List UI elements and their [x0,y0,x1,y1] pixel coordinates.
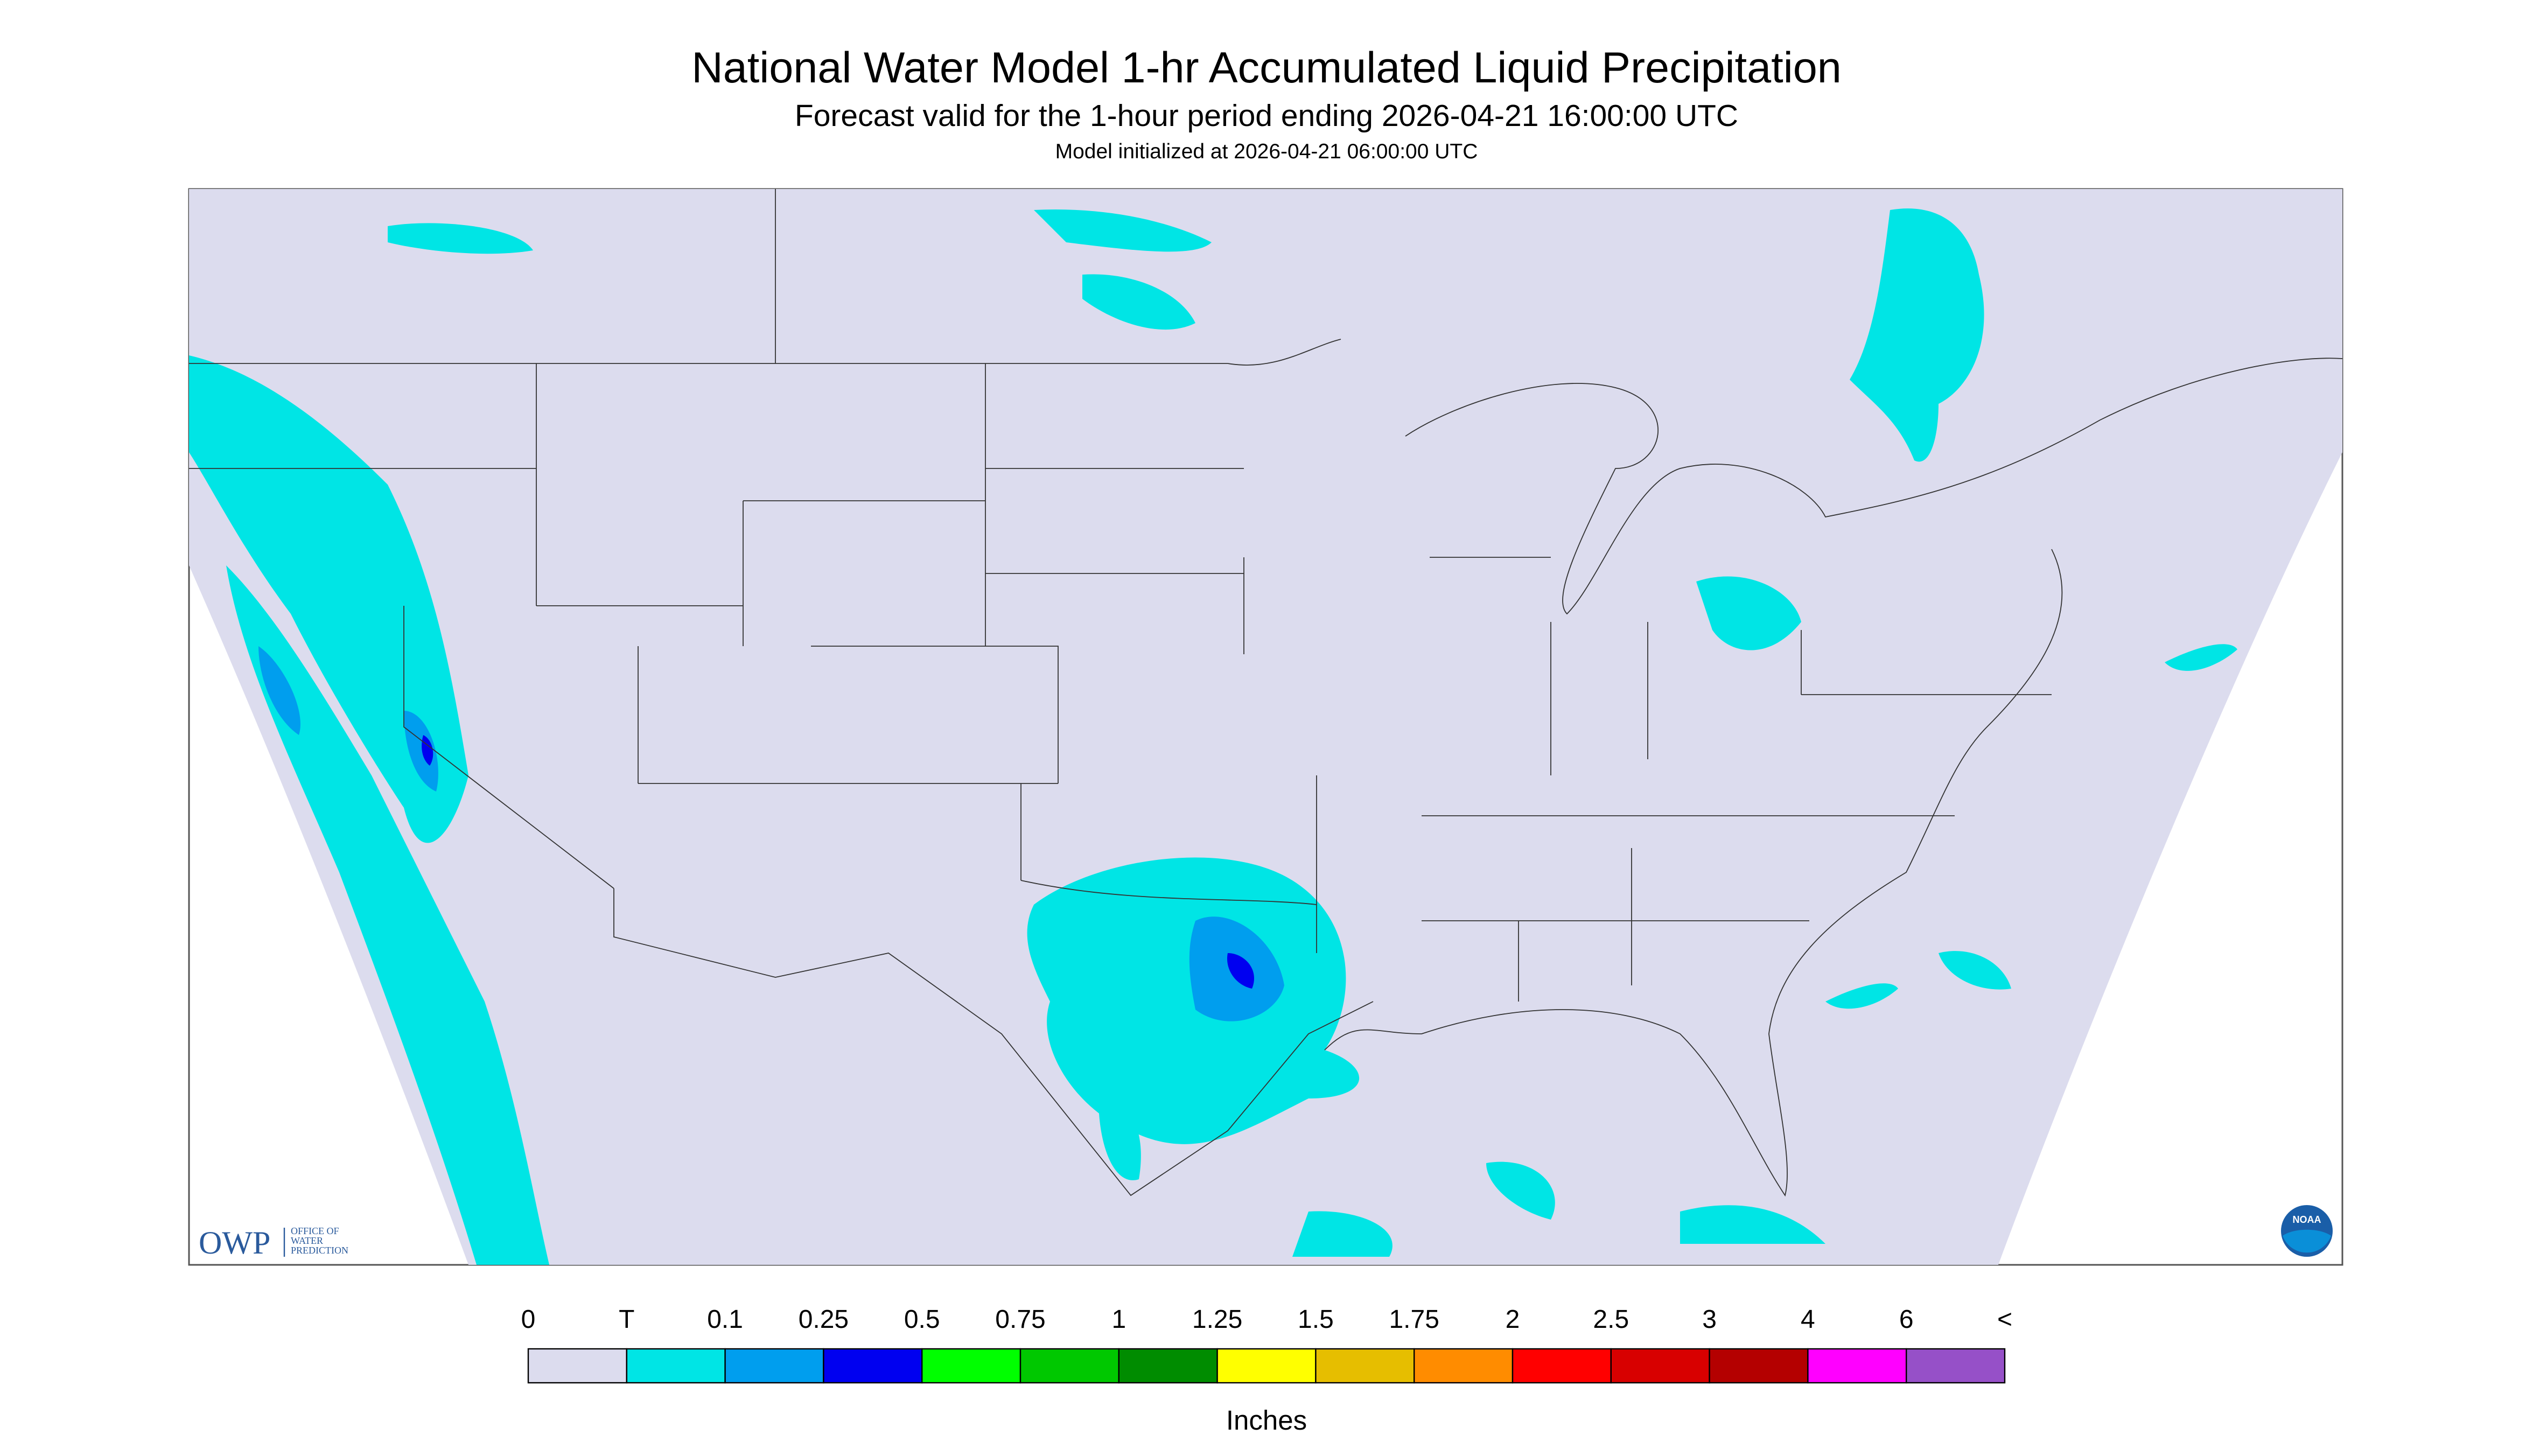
legend-label: 0 [521,1305,536,1334]
legend-swatch [1905,1348,2006,1384]
noaa-badge: NOAA [2293,1214,2321,1225]
precip-light [189,208,2237,1265]
legend-label: 0.75 [995,1305,1045,1334]
legend-swatch [1610,1348,1710,1384]
legend-unit: Inches [1226,1405,1307,1436]
legend-label: 4 [1801,1305,1815,1334]
legend-label: 1.5 [1298,1305,1334,1334]
logo-name: PREDICTION [291,1245,348,1256]
legend-label: 2 [1506,1305,1520,1334]
legend-swatch [1414,1348,1514,1384]
legend-label: 3 [1702,1305,1717,1334]
legend-label: 0.1 [707,1305,743,1334]
logo-name: WATER [291,1235,323,1246]
owp-logo: OWP OFFICE OF WATER PREDICTION [199,1225,348,1261]
subtitle: Forecast valid for the 1-hour period end… [795,99,1738,133]
boundaries [189,189,2343,1197]
legend-label: 0.5 [904,1305,940,1334]
legend-swatch [1118,1348,1218,1384]
legend-label: 1.75 [1389,1305,1439,1334]
legend: 0 T 0.1 0.25 0.5 0.75 1 1.25 1.5 1.75 2 2.5 3 4 6 < [521,1305,2012,1384]
legend-swatch [823,1348,923,1384]
legend-swatch [921,1348,1021,1384]
init-note: Model initialized at 2026-04-21 06:00:00… [1055,140,1478,163]
legend-label: 1 [1111,1305,1126,1334]
legend-swatch [1216,1348,1317,1384]
legend-swatch [1709,1348,1809,1384]
legend-label: < [1997,1305,2012,1334]
title: National Water Model 1-hr Accumulated Li… [691,44,1842,92]
model-domain [189,189,2342,1265]
noaa-logo: NOAA [2281,1205,2333,1257]
legend-label: T [619,1305,634,1334]
logo-name: OFFICE OF [291,1226,339,1236]
legend-swatch [1315,1348,1415,1384]
legend-swatch [724,1348,824,1384]
legend-label: 2.5 [1593,1305,1629,1334]
legend-swatch [527,1348,628,1384]
legend-label: 0.25 [799,1305,849,1334]
legend-swatch [1019,1348,1120,1384]
legend-label: 6 [1899,1305,1914,1334]
legend-swatch [1512,1348,1612,1384]
logo-acronym: OWP [199,1225,270,1261]
legend-swatch [1807,1348,1907,1384]
map: OWP OFFICE OF WATER PREDICTION NOAA [188,188,2343,1266]
legend-swatch [626,1348,726,1384]
legend-label: 1.25 [1192,1305,1242,1334]
